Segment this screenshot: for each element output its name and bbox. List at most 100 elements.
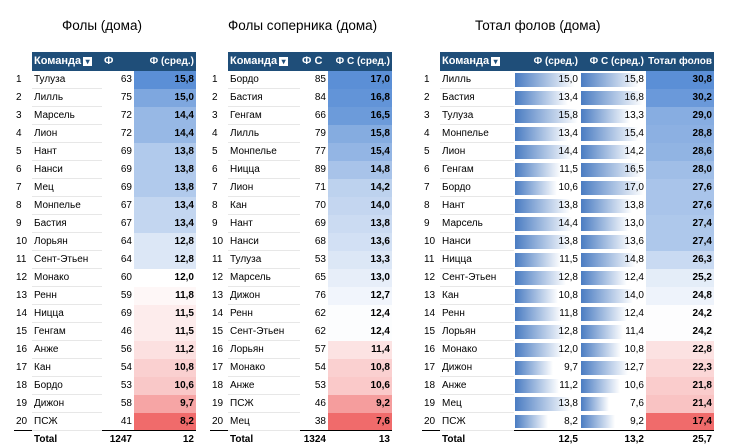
column-header-fouls-avg[interactable]: Ф (сред.) [134,52,196,71]
opp-fouls-avg-cell: 14,2 [580,143,646,161]
team-cell: Лилль [32,89,102,107]
opp-fouls-avg-cell: 13,3 [580,107,646,125]
avg-cell: 13,4 [134,197,196,215]
team-cell: Ницца [32,305,102,323]
avg-cell: 14,8 [328,161,392,179]
column-header-opp-fouls[interactable]: Ф С [300,52,328,71]
fouls-cell: 59 [102,287,134,305]
total-cell: 28,0 [646,161,714,179]
total-value: 25,7 [646,431,714,448]
avg-cell: 13,8 [134,143,196,161]
avg-cell: 14,0 [328,197,392,215]
rank-cell: 16 [14,341,32,359]
rank-cell: 3 [14,107,32,125]
rank-cell: 5 [14,143,32,161]
avg-cell: 13,6 [328,233,392,251]
total-label: Total [32,431,102,448]
fouls-cell: 84 [300,89,328,107]
fouls-cell: 71 [300,179,328,197]
avg-cell: 7,6 [328,413,392,431]
rank-cell: 2 [422,89,440,107]
opp-fouls-avg-cell: 16,5 [580,161,646,179]
column-header-opp-fouls-avg[interactable]: Ф С (сред.) [328,52,392,71]
opp-fouls-avg-cell: 17,0 [580,179,646,197]
avg-cell: 13,4 [134,215,196,233]
total-value: 1247 [102,431,134,448]
team-cell: Ницца [228,161,300,179]
sort-filter-icon[interactable]: ▾ [279,57,288,66]
sort-filter-icon[interactable]: ▾ [491,57,500,66]
value-label: 13,8 [559,200,578,211]
fouls-avg-cell: 12,8 [514,269,580,287]
total-cell: 30,2 [646,89,714,107]
rank-cell: 14 [210,305,228,323]
value-label: 13,0 [625,218,644,229]
sort-filter-icon[interactable]: ▾ [83,57,92,66]
team-cell: Ренн [440,305,514,323]
rank-cell: 17 [210,359,228,377]
rank-cell: 9 [14,215,32,233]
data-bar [515,253,561,267]
total-value: 12,5 [514,431,580,448]
team-cell: Лион [440,143,514,161]
fouls-cell: 64 [102,233,134,251]
rank-cell: 7 [14,179,32,197]
total-cell: 27,6 [646,197,714,215]
rank-cell: 17 [14,359,32,377]
total-cell: 24,8 [646,287,714,305]
rank-cell: 11 [14,251,32,269]
team-cell: Марсель [440,215,514,233]
fouls-avg-cell: 11,5 [514,161,580,179]
rank-cell: 15 [14,323,32,341]
fouls-cell: 54 [102,359,134,377]
fouls-avg-cell: 11,8 [514,305,580,323]
column-header-opp-fouls-avg[interactable]: Ф С (сред.) [580,52,646,71]
fouls-cell: 38 [300,413,328,431]
avg-cell: 11,5 [134,323,196,341]
avg-cell: 11,5 [134,305,196,323]
total-label: Total [228,431,300,448]
fouls-avg-cell: 11,5 [514,251,580,269]
rank-cell: 14 [422,305,440,323]
team-cell: Генгам [228,107,300,125]
fouls-avg-cell: 15,8 [514,107,580,125]
opp-fouls-avg-cell: 15,8 [580,71,646,89]
fouls-avg-cell: 9,7 [514,359,580,377]
data-bar [515,415,548,429]
avg-cell: 13,8 [134,161,196,179]
avg-cell: 12,0 [134,269,196,287]
avg-cell: 8,2 [134,413,196,431]
column-header-fouls[interactable]: Ф [102,52,134,71]
value-label: 13,8 [559,236,578,247]
team-cell: Лорьян [440,323,514,341]
column-header-fouls-avg[interactable]: Ф (сред.) [514,52,580,71]
rank-cell: 14 [14,305,32,323]
fouls-avg-cell: 14,4 [514,143,580,161]
team-cell: Марсель [228,269,300,287]
total-spacer [422,431,440,448]
total-value: 12 [134,431,196,448]
column-header-team[interactable]: Команда▾ [32,52,102,71]
team-cell: Дижон [228,287,300,305]
column-header-total-fouls[interactable]: Тотал фолов [646,52,714,71]
column-header-team[interactable]: Команда▾ [228,52,300,71]
total-cell: 17,4 [646,413,714,431]
column-header-team[interactable]: Команда▾ [440,52,514,71]
team-cell: Лион [32,125,102,143]
fouls-cell: 85 [300,71,328,89]
value-label: 12,7 [625,362,644,373]
rank-cell: 1 [14,71,32,89]
